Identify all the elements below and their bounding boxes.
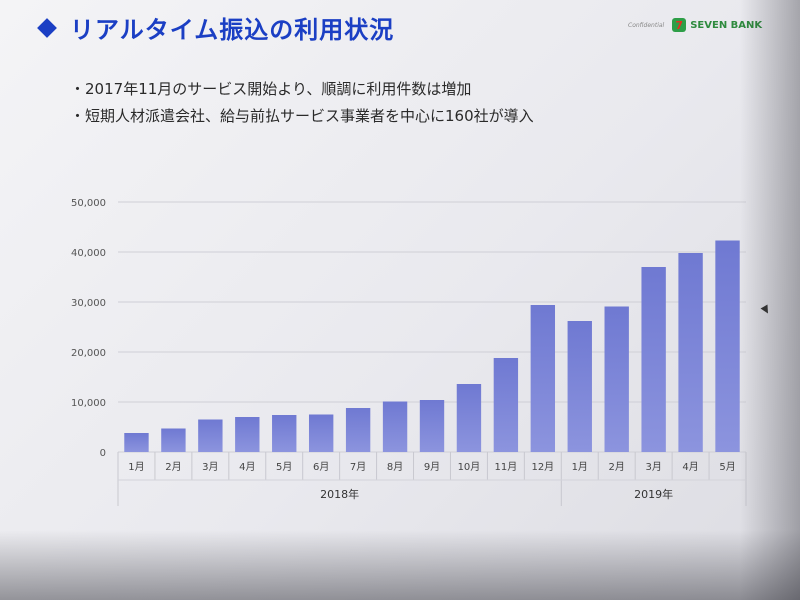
x-tick-label: 7月 — [350, 461, 366, 473]
x-tick-label: 1月 — [572, 461, 588, 473]
bar — [641, 267, 666, 452]
bar — [382, 401, 408, 452]
company-logo: Confidential 7 SEVEN BANK — [628, 18, 762, 32]
bar — [604, 306, 629, 452]
x-tick-label: 3月 — [202, 461, 218, 473]
year-group-label: 2019年 — [634, 487, 673, 501]
bar — [493, 358, 519, 452]
seven-logo-icon: 7 — [672, 18, 687, 32]
x-tick-label: 8月 — [387, 461, 403, 473]
x-tick-label: 2月 — [609, 461, 625, 473]
x-tick-label: 5月 — [719, 461, 735, 473]
bar — [456, 384, 482, 452]
y-tick-label: 20,000 — [71, 348, 106, 359]
bullet-item: 2017年11月のサービス開始より、順調に利用件数は増加 — [70, 78, 534, 99]
bar — [345, 408, 371, 452]
x-tick-label: 1月 — [128, 461, 144, 473]
bar — [419, 400, 445, 452]
confidential-label: Confidential — [628, 21, 665, 29]
bar — [198, 419, 223, 452]
slide-title: リアルタイム振込の利用状況 — [37, 10, 395, 45]
x-tick-label: 5月 — [276, 461, 292, 473]
bar — [678, 253, 703, 452]
x-tick-label: 4月 — [682, 461, 698, 473]
logo-text: SEVEN BANK — [690, 19, 763, 31]
y-tick-label: 40,000 — [71, 248, 106, 259]
x-tick-label: 12月 — [531, 461, 554, 473]
x-tick-label: 3月 — [645, 461, 661, 473]
bar — [272, 415, 297, 452]
slide-title-text: リアルタイム振込の利用状況 — [70, 16, 395, 44]
y-tick-label: 0 — [100, 448, 106, 459]
x-tick-label: 9月 — [424, 461, 440, 473]
bar — [567, 321, 592, 452]
bar — [715, 240, 740, 452]
bar — [161, 428, 186, 452]
bullet-list: 2017年11月のサービス開始より、順調に利用件数は増加 短期人材派遣会社、給与… — [70, 78, 534, 132]
x-tick-label: 4月 — [239, 461, 255, 473]
bullet-item: 短期人材派遣会社、給与前払サービス事業者を中心に160社が導入 — [70, 105, 534, 126]
bar — [235, 417, 260, 452]
x-tick-label: 2月 — [165, 461, 181, 473]
bar — [124, 433, 149, 452]
y-tick-label: 30,000 — [71, 298, 106, 309]
bar — [308, 414, 334, 452]
x-tick-label: 11月 — [495, 461, 518, 473]
y-tick-label: 50,000 — [71, 198, 106, 209]
projector-shade-right — [740, 0, 800, 600]
x-tick-label: 10月 — [458, 461, 481, 473]
x-tick-label: 6月 — [313, 461, 329, 473]
projector-shade-bottom — [0, 530, 800, 600]
bar — [530, 305, 556, 452]
year-group-label: 2018年 — [320, 487, 359, 501]
y-tick-label: 10,000 — [71, 398, 106, 409]
